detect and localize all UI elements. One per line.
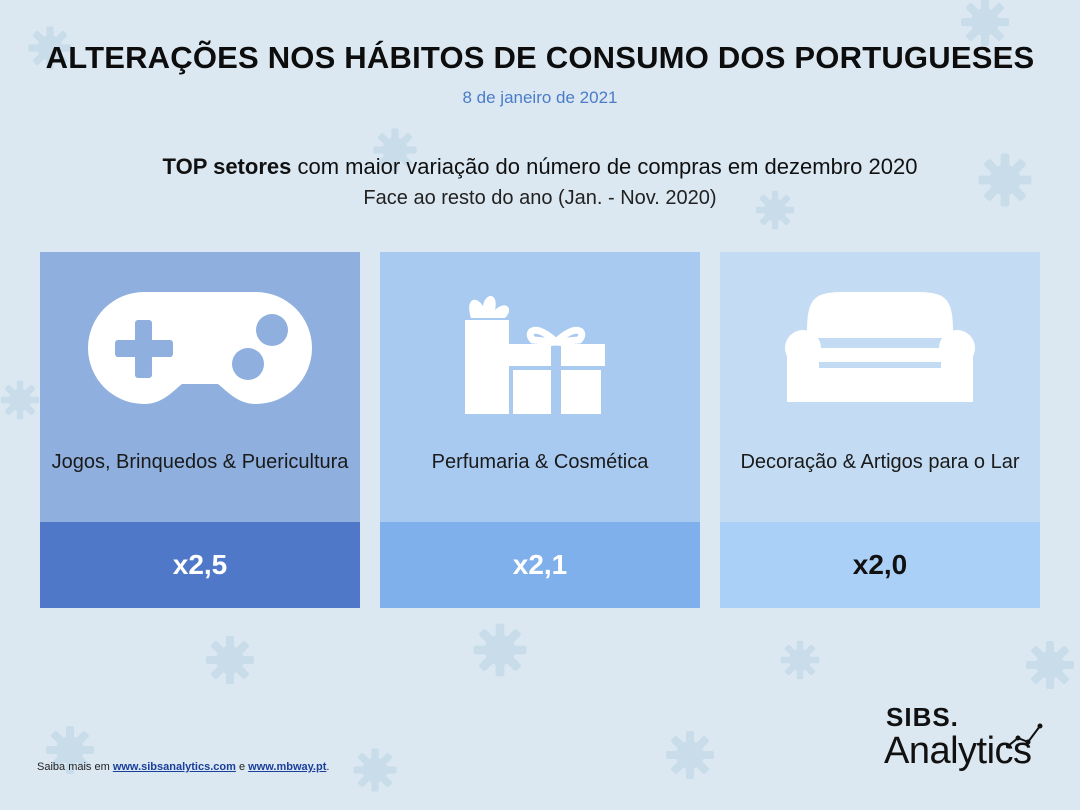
sector-value: x2,1 bbox=[380, 522, 700, 608]
card-top: Jogos, Brinquedos & Puericultura bbox=[40, 252, 360, 522]
footer-note: Saiba mais em www.sibsanalytics.com e ww… bbox=[37, 761, 329, 773]
subtitle-rest: com maior variação do número de compras … bbox=[291, 154, 918, 179]
publication-date: 8 de janeiro de 2021 bbox=[462, 88, 618, 107]
footer-suffix: . bbox=[326, 761, 330, 773]
sector-value: x2,0 bbox=[720, 522, 1040, 608]
logo-brand: SIBS. bbox=[886, 702, 959, 732]
footer-prefix: Saiba mais em bbox=[37, 761, 113, 773]
card-top: Perfumaria & Cosmética bbox=[380, 252, 700, 522]
sibs-analytics-logo: SIBS. Analytics bbox=[884, 702, 1049, 782]
sector-card-games: Jogos, Brinquedos & Puericultura x2,5 bbox=[40, 252, 360, 608]
sector-card-home: Decoração & Artigos para o Lar x2,0 bbox=[720, 252, 1040, 608]
sector-label: Perfumaria & Cosmética bbox=[431, 451, 649, 473]
sector-value: x2,5 bbox=[40, 522, 360, 608]
card-top: Decoração & Artigos para o Lar bbox=[720, 252, 1040, 522]
chart-line-icon bbox=[1006, 723, 1043, 749]
footer-middle: e bbox=[235, 761, 249, 773]
sector-card-perfume: Perfumaria & Cosmética x2,1 bbox=[380, 252, 700, 608]
sibsanalytics-link[interactable]: www.sibsanalytics.com bbox=[112, 761, 236, 773]
sector-label: Decoração & Artigos para o Lar bbox=[740, 451, 1020, 473]
subtitle-bold: TOP setores bbox=[162, 154, 292, 179]
section-subtitle: TOP setores com maior variação do número… bbox=[0, 154, 1080, 180]
gamepad-icon bbox=[40, 292, 360, 422]
mbway-link[interactable]: www.mbway.pt bbox=[248, 761, 327, 773]
section-subtitle-secondary: Face ao resto do ano (Jan. - Nov. 2020) bbox=[363, 187, 717, 209]
gift-icon bbox=[380, 292, 700, 422]
sector-label: Jogos, Brinquedos & Puericultura bbox=[51, 451, 349, 473]
page-title: ALTERAÇÕES NOS HÁBITOS DE CONSUMO DOS PO… bbox=[45, 40, 1035, 75]
sofa-icon bbox=[720, 292, 1040, 422]
logo-product: Analytics bbox=[884, 730, 1032, 772]
